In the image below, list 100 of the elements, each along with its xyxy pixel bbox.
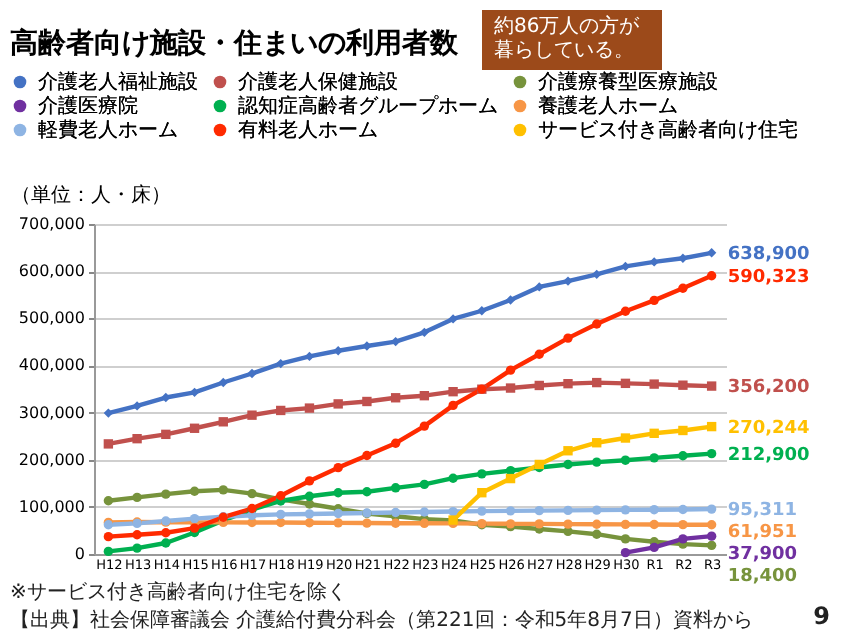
legend-label: 介護老人保健施設 [238,70,398,94]
point [477,469,487,479]
point [706,421,717,432]
legend-label: 介護療養型医療施設 [538,70,718,94]
point [304,499,315,509]
y-tick-label: 300,000 [18,403,85,422]
point [419,507,430,517]
point [649,428,659,438]
annotation: 37,900 [727,545,798,566]
point [592,519,602,529]
point [247,410,257,420]
annotation: 18,400 [727,567,798,588]
point [333,488,343,498]
text: ※サービス付き高齢者向け住宅を除く [10,580,347,604]
point [649,295,659,306]
point [592,319,602,329]
point [247,368,257,379]
point [592,505,602,515]
point [161,528,171,538]
point [103,439,114,449]
point [534,519,544,529]
point [505,365,516,375]
point [706,271,717,281]
point [189,486,200,496]
point [649,257,659,267]
point [563,378,573,389]
point [276,358,286,369]
point [649,542,659,553]
annotation: 95,311 [727,501,798,522]
point [706,531,717,541]
point [678,520,688,530]
point [678,425,688,436]
point [333,508,343,519]
point [132,433,142,444]
legend-label: 介護老人福祉施設 [38,70,198,94]
point [706,504,717,514]
point [448,387,458,397]
point [218,377,228,388]
legend-label: 有料老人ホーム [238,118,378,142]
point [276,405,286,416]
point [103,531,114,542]
point [649,379,659,389]
point [563,519,573,529]
point [419,391,430,401]
point [505,383,516,393]
point [678,380,688,390]
point [448,400,458,411]
point [419,421,430,431]
point [218,417,228,427]
point [505,295,516,305]
point [620,547,631,558]
point [563,446,573,456]
legend-label: 介護医療院 [38,94,138,118]
point [477,488,487,498]
point [592,269,602,280]
chart-title: 高齢者向け施設・住まいの利用者数 [10,26,460,60]
legend-label: 認知症高齢者グループホーム [238,94,498,118]
point [161,429,171,440]
annotation: 61,951 [727,523,798,544]
point [505,473,516,484]
point [448,473,458,483]
point [534,380,544,391]
annotation: 356,200 [727,378,810,399]
point [620,519,631,530]
point [161,538,171,548]
point [649,505,659,515]
y-tick-label: 0 [74,545,85,563]
point [477,306,487,316]
point [678,283,688,293]
point [132,401,142,411]
point [505,506,516,516]
y-axis-title: （単位：人・床） [11,183,171,207]
point [678,451,688,461]
point [362,487,372,497]
point [189,423,200,433]
point [132,492,142,503]
point [362,396,372,407]
annotation: 590,323 [727,267,810,288]
text: 約86万人の方が暮らしている。 [494,14,642,62]
legend-label: 養護老人ホーム [538,94,678,118]
point [103,496,114,506]
point [276,517,286,528]
point [563,333,573,343]
point [132,543,142,553]
point [448,314,458,324]
point [563,505,573,516]
annotation: 212,900 [727,445,810,466]
point [362,518,372,528]
legend-label: サービス付き高齢者向け住宅 [538,118,798,142]
point [161,489,171,499]
point [132,530,142,540]
point [706,381,717,391]
point [333,518,343,528]
y-tick-label: 400,000 [18,356,85,375]
point [563,459,573,470]
point [333,399,343,409]
point [592,457,602,467]
point [362,450,372,461]
point [390,518,401,528]
point [592,377,602,388]
